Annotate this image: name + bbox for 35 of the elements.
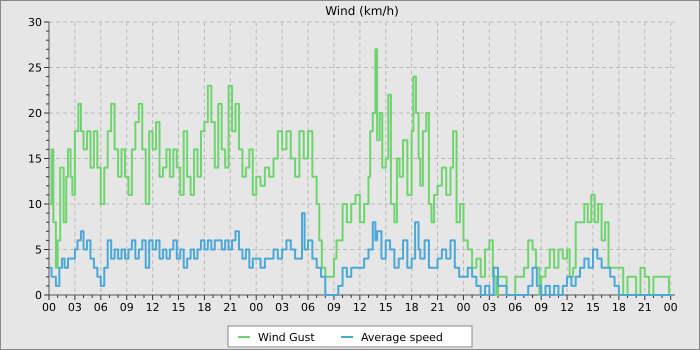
x-tick-label: 09: [120, 301, 134, 314]
x-tick-label: 15: [378, 301, 393, 314]
x-tick-label: 03: [482, 301, 496, 314]
y-tick-label: 20: [28, 107, 42, 120]
x-tick-label: 00: [42, 301, 56, 314]
y-tick-label: 25: [28, 62, 42, 74]
x-tick-label: 21: [223, 301, 238, 314]
x-tick-label: 03: [275, 301, 290, 314]
y-tick-label: 30: [28, 16, 42, 29]
x-tick-label: 09: [326, 301, 341, 314]
x-tick-label: 12: [560, 301, 574, 314]
x-tick-label: 18: [197, 301, 212, 314]
x-tick-label: 00: [249, 301, 264, 314]
y-tick-label: 0: [35, 289, 42, 302]
legend-label: Average speed: [361, 331, 443, 344]
x-tick-label: 18: [612, 301, 626, 314]
legend-label: Wind Gust: [258, 331, 316, 344]
x-tick-label: 18: [404, 301, 419, 314]
x-tick-label: 09: [534, 301, 548, 314]
y-tick-label: 10: [28, 198, 42, 211]
x-tick-label: 15: [586, 301, 600, 314]
x-tick-label: 21: [430, 301, 445, 314]
y-tick-label: 5: [35, 244, 42, 256]
y-tick-label: 15: [28, 152, 42, 166]
x-tick-label: 21: [638, 301, 652, 314]
x-tick-label: 00: [456, 301, 470, 314]
x-tick-label: 00: [664, 301, 678, 314]
x-tick-label: 12: [352, 301, 367, 314]
x-tick-label: 06: [301, 301, 316, 314]
x-tick-label: 12: [146, 301, 160, 314]
x-tick-label: 03: [68, 301, 82, 314]
x-tick-label: 15: [172, 301, 186, 314]
x-tick-label: 06: [94, 301, 108, 314]
chart-title: Wind (km/h): [325, 4, 399, 18]
x-tick-label: 06: [508, 301, 522, 314]
